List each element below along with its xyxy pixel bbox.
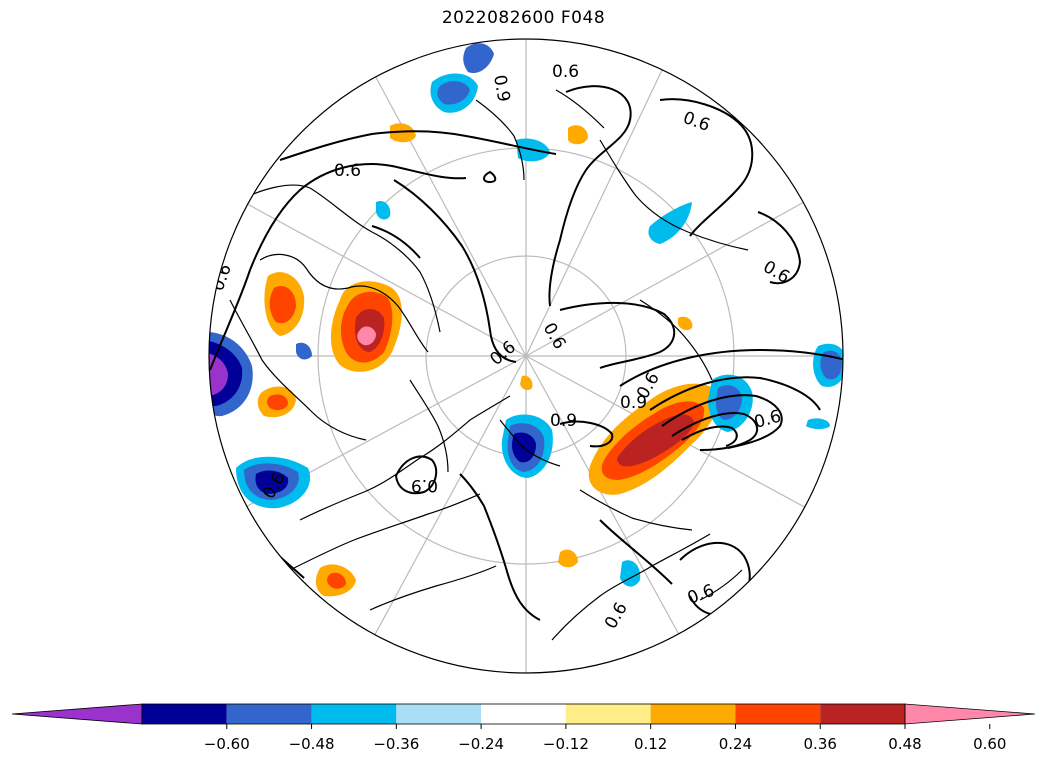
colorbar-tick-label: −0.48 <box>289 735 335 753</box>
contour-label: 0.6 <box>685 581 717 609</box>
colorbar-segment <box>481 704 566 724</box>
colorbar-segments <box>11 703 1036 725</box>
colorbar-extend-high <box>904 703 1036 725</box>
contour-label: 0.6 <box>680 108 712 136</box>
colorbar-segment <box>735 704 821 724</box>
colorbar-tick-label: −0.24 <box>458 735 504 753</box>
anomaly-shading <box>209 43 843 597</box>
colorbar-tick-label: 0.36 <box>804 735 837 753</box>
contour-label: 0.9 <box>550 411 577 431</box>
colorbar-tick-label: −0.12 <box>543 735 589 753</box>
colorbar-segment <box>142 704 227 724</box>
colorbar-segment <box>650 704 736 724</box>
colorbar-segment <box>820 704 905 724</box>
contour-label: 0.6 <box>752 407 783 433</box>
polar-map: 0.6 0.6 0.6 0.6 0.6 0.6 0.6 0.6 0.6 0.6 … <box>208 38 844 674</box>
contour-label: 0.9 <box>411 475 438 495</box>
colorbar-segment <box>311 704 397 724</box>
colorbar-tick-label: −0.36 <box>373 735 419 753</box>
contour-label: 0.6 <box>334 161 361 181</box>
contour-label: 0.9 <box>620 393 647 413</box>
graticule <box>209 39 843 673</box>
colorbar-extend-low <box>11 703 143 725</box>
contour-label: 0.9 <box>489 73 513 103</box>
colorbar-tick-label: 0.24 <box>719 735 752 753</box>
colorbar-tick-label: −0.60 <box>204 735 250 753</box>
contour-label: 0.6 <box>601 599 632 632</box>
colorbar-tick-label: 0.48 <box>888 735 921 753</box>
contour-label: 0.6 <box>552 62 579 82</box>
contour-lines <box>209 85 843 621</box>
colorbar-ticks: −0.60 −0.48 −0.36 −0.24 −0.12 0.12 0.24 0.36 0.4… <box>204 724 1006 753</box>
colorbar-tick-label: 0.12 <box>634 735 667 753</box>
contour-label: 0.6 <box>539 320 570 353</box>
colorbar-tick-label: 0.60 <box>973 735 1006 753</box>
contour-label: 0.6 <box>486 337 520 370</box>
colorbar-segment <box>565 704 651 724</box>
colorbar-frame <box>141 703 906 725</box>
colorbar-segment <box>396 704 482 724</box>
contour-label: 0.6 <box>760 257 793 288</box>
coastlines <box>229 89 749 641</box>
map-title: 2022082600 F048 <box>441 8 606 28</box>
contour-label-group: 0.6 0.6 0.6 0.6 0.6 0.6 0.6 0.6 0.6 0.6 … <box>209 62 793 633</box>
colorbar-segment <box>226 704 312 724</box>
map-boundary <box>208 38 844 674</box>
